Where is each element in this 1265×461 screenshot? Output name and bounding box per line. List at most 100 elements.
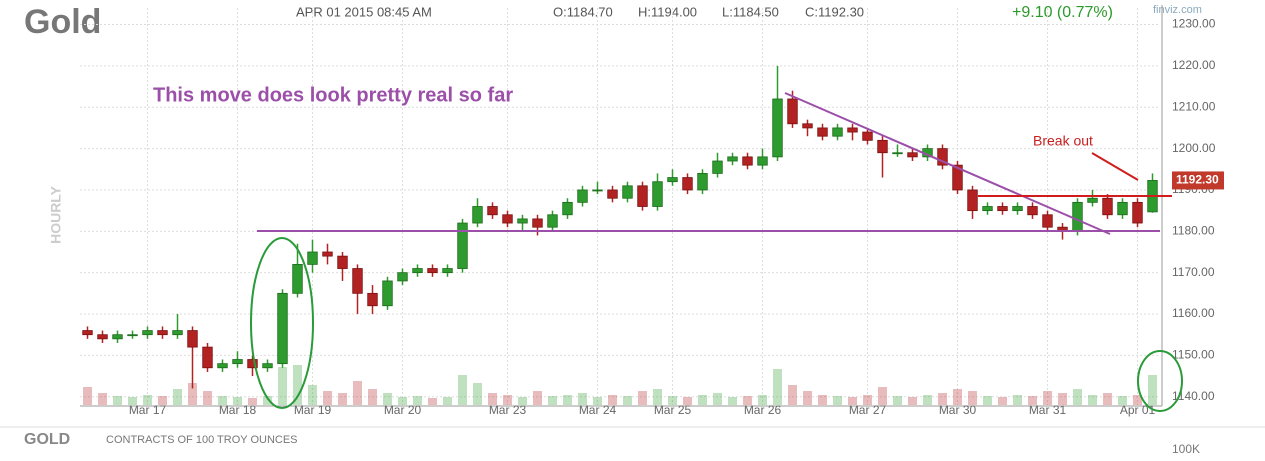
- volume-bar: [128, 397, 137, 405]
- volume-bar: [233, 397, 242, 405]
- volume-bar: [848, 397, 857, 405]
- annotation: Break out: [1033, 133, 1093, 149]
- x-tick-label: Mar 25: [654, 403, 692, 417]
- candle-body: [412, 268, 423, 274]
- volume-bar: [818, 395, 827, 405]
- volume-bar: [908, 397, 917, 405]
- volume-bar: [383, 393, 392, 405]
- volume-bar: [638, 391, 647, 405]
- volume-bar: [143, 395, 152, 405]
- volume-bar: [263, 396, 272, 405]
- chart-title: Gold: [24, 3, 101, 41]
- candle-body: [277, 292, 288, 365]
- candle-body: [157, 330, 168, 336]
- candle-body: [442, 268, 453, 274]
- volume-bar: [518, 397, 527, 405]
- annotation: This move does look pretty real so far: [153, 84, 513, 106]
- candle-body: [112, 334, 123, 340]
- candle-body: [622, 185, 633, 199]
- candle-body: [487, 206, 498, 216]
- volume-bar: [878, 387, 887, 405]
- volume-bar: [578, 393, 587, 405]
- candle-body: [787, 98, 798, 125]
- candle-body: [352, 268, 363, 294]
- candle-body: [502, 214, 513, 224]
- volume-bar: [803, 391, 812, 405]
- high-label: H:1194.00: [638, 4, 697, 19]
- interval-label: HOURLY: [48, 185, 64, 243]
- volume-bar: [788, 385, 797, 405]
- volume-bar: [563, 395, 572, 405]
- x-tick-label: Apr 01: [1120, 403, 1156, 417]
- volume-bar: [533, 391, 542, 405]
- volume-bar: [188, 383, 197, 405]
- volume-bar: [458, 375, 467, 405]
- candle-body: [982, 206, 993, 212]
- candle-body: [397, 272, 408, 282]
- candle-body: [1102, 197, 1113, 216]
- volume-axis-label: 100K: [1172, 442, 1200, 456]
- candle-body: [832, 127, 843, 137]
- volume-bar: [218, 396, 227, 405]
- volume-bar: [488, 393, 497, 405]
- symbol: GOLD: [24, 431, 70, 448]
- volume-bar: [1013, 395, 1022, 405]
- candle-body: [97, 334, 108, 340]
- arrow-line: [1091, 152, 1139, 181]
- volume-bar: [473, 383, 482, 405]
- candle-body: [1117, 201, 1128, 216]
- volume-bar: [428, 398, 437, 405]
- volume-bar: [338, 393, 347, 405]
- candle-body: [907, 152, 918, 158]
- candle-body: [1042, 214, 1053, 228]
- volume-bar: [1103, 393, 1112, 405]
- candle-body: [1012, 206, 1023, 212]
- x-tick-label: Mar 31: [1029, 403, 1067, 417]
- highlight-ellipse: [1137, 350, 1183, 412]
- change-label: +9.10 (0.77%): [1012, 4, 1113, 21]
- volume-bar: [368, 389, 377, 405]
- volume-bar: [668, 396, 677, 405]
- x-tick-label: Mar 26: [744, 403, 782, 417]
- highlight-ellipse: [250, 237, 314, 409]
- date-label: APR 01 2015 08:45 AM: [296, 4, 432, 19]
- volume-bar: [1073, 389, 1082, 405]
- volume-bar: [278, 367, 287, 405]
- y-tick-label: 1150.00: [1172, 348, 1215, 362]
- volume-bar: [938, 393, 947, 405]
- candle-body: [1072, 201, 1083, 232]
- candle-body: [517, 218, 528, 224]
- candle-body: [592, 189, 603, 192]
- x-tick-label: Mar 17: [129, 403, 167, 417]
- volume-bar: [893, 396, 902, 405]
- candle-body: [967, 189, 978, 212]
- open-label: O:1184.70: [553, 4, 613, 19]
- volume-bar: [683, 397, 692, 405]
- x-tick-label: Mar 18: [219, 403, 257, 417]
- candle-body: [472, 206, 483, 224]
- candle-body: [802, 123, 813, 129]
- x-tick-label: Mar 20: [384, 403, 422, 417]
- candle-body: [742, 156, 753, 166]
- volume-bar: [248, 398, 257, 405]
- volume-bar: [353, 381, 362, 405]
- volume-bar: [653, 389, 662, 405]
- volume-bar: [308, 385, 317, 405]
- candle-body: [952, 164, 963, 191]
- y-tick-label: 1170.00: [1172, 265, 1215, 279]
- volume-bar: [698, 395, 707, 405]
- candle-body: [187, 330, 198, 348]
- volume-bar: [863, 395, 872, 405]
- low-label: L:1184.50: [722, 4, 779, 19]
- volume-bar: [548, 396, 557, 405]
- candle-body: [82, 330, 93, 336]
- candle-body: [607, 189, 618, 199]
- y-tick-label: 1160.00: [1172, 306, 1215, 320]
- candle-body: [172, 330, 183, 336]
- candle-body: [1132, 201, 1143, 224]
- candle-body: [667, 177, 678, 183]
- volume-bar: [998, 397, 1007, 405]
- volume-bar: [983, 396, 992, 405]
- candle-body: [367, 292, 378, 307]
- volume-bar: [323, 391, 332, 405]
